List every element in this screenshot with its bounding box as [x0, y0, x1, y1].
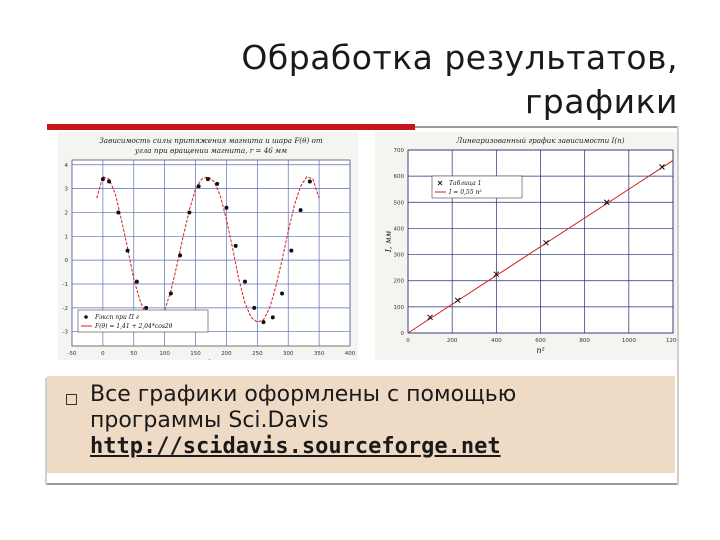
x-tick-label: 600 — [535, 338, 546, 344]
x-tick-label: 100 — [159, 351, 170, 357]
slide-title: Обработка результатов, графики — [118, 36, 678, 124]
data-point — [107, 179, 112, 184]
data-point — [659, 164, 665, 170]
bullet-text: Все графики оформлены с помощью программ… — [90, 382, 660, 460]
data-point — [196, 184, 201, 189]
content-frame-bottom — [47, 483, 677, 485]
title-accent-bar — [47, 124, 415, 130]
data-point — [242, 279, 247, 284]
data-point — [178, 253, 183, 258]
data-point — [100, 177, 105, 182]
force-angle-chart: Зависимость силы притяжения магнита и ша… — [58, 132, 358, 360]
data-point — [289, 248, 294, 253]
x-tick-label: 1000 — [622, 338, 636, 344]
x-tick-label: 200 — [447, 338, 458, 344]
x-tick-label: 50 — [130, 351, 137, 357]
x-tick-label: 400 — [491, 338, 502, 344]
y-tick-label: -2 — [63, 306, 68, 312]
x-tick-label: 800 — [579, 338, 590, 344]
x-tick-label: 0 — [101, 351, 105, 357]
data-point — [215, 181, 220, 186]
x-tick-label: 400 — [345, 351, 356, 357]
slide-title-line-1: Обработка результатов, — [241, 38, 678, 77]
y-tick-label: -3 — [63, 330, 69, 336]
y-tick-label: 200 — [394, 279, 405, 285]
x-tick-label: 0 — [406, 338, 410, 344]
y-tick-label: 400 — [394, 226, 405, 232]
y-tick-label: 500 — [394, 200, 405, 206]
data-point — [454, 297, 461, 304]
x-tick-label: -50 — [68, 351, 77, 357]
legend-entry: Fэксп при Π г — [94, 314, 139, 321]
x-tick-label: 150 — [190, 351, 201, 357]
data-point — [224, 205, 229, 210]
scidavis-link[interactable]: http://scidavis.sourceforge.net — [90, 434, 501, 459]
data-point — [603, 199, 610, 206]
fit-curve — [96, 176, 320, 323]
data-point — [187, 210, 192, 215]
data-point — [233, 243, 238, 248]
data-point — [427, 314, 433, 321]
y-tick-label: 300 — [394, 253, 405, 259]
data-point — [493, 271, 500, 278]
data-point — [205, 177, 210, 182]
title-divider — [415, 126, 677, 128]
legend-box — [431, 175, 523, 199]
y-tick-label: -1 — [63, 282, 68, 288]
x-tick-label: 300 — [283, 351, 294, 357]
x-tick-label: 200 — [221, 351, 232, 357]
fit-line — [407, 160, 674, 334]
bullet-line-2: программы Sci.Davis — [90, 408, 329, 433]
x-tick-label: 350 — [314, 351, 325, 357]
data-point — [280, 291, 285, 296]
data-point — [144, 305, 149, 310]
content-frame-left — [45, 378, 47, 485]
data-point — [168, 291, 173, 296]
legend-marker — [84, 315, 88, 319]
slide-title-line-2: графики — [524, 82, 678, 121]
y-tick-label: 700 — [394, 148, 405, 154]
data-point — [543, 239, 549, 246]
chart-title-line: угла при вращении магнита, r = 46 мм — [134, 146, 287, 155]
legend-entry: F(θ) = 1,41 + 2,04*cos2θ — [94, 323, 173, 330]
x-tick-label: 250 — [252, 351, 263, 357]
y-tick-label: 2 — [65, 210, 69, 216]
data-point — [261, 320, 266, 325]
data-point — [252, 305, 257, 310]
legend-entry: I = 0,55 n² — [448, 189, 482, 196]
hollow-square-bullet-icon — [66, 394, 77, 405]
x-axis-label: θ° — [207, 359, 216, 360]
legend-marker — [437, 180, 443, 186]
y-tick-label: 1 — [65, 234, 69, 240]
y-axis-label: I, мм — [384, 230, 393, 253]
data-point — [125, 248, 130, 253]
data-point — [298, 208, 303, 213]
y-tick-label: 3 — [65, 187, 69, 193]
y-tick-label: 100 — [394, 305, 405, 311]
data-point — [116, 210, 121, 215]
data-point — [307, 179, 312, 184]
y-tick-label: 0 — [65, 258, 69, 264]
legend-box — [77, 309, 209, 333]
y-tick-label: 4 — [65, 163, 69, 169]
chart-title-line: Зависимость силы притяжения магнита и ша… — [99, 136, 323, 145]
legend-entry: Таблица 1 — [449, 180, 481, 187]
data-point — [134, 279, 139, 284]
y-tick-label: 0 — [401, 331, 405, 337]
content-frame-right — [677, 126, 679, 485]
linearized-chart: Линеаризованный график зависимости I(n) 0… — [375, 132, 677, 360]
bullet-line-1: Все графики оформлены с помощью — [90, 382, 517, 407]
bullet-panel: Все графики оформлены с помощью программ… — [47, 376, 675, 473]
x-axis-label: n² — [536, 346, 544, 355]
chart-title-line: Линеаризованный график зависимости I(n) — [455, 136, 624, 145]
data-point — [270, 315, 275, 320]
y-tick-label: 600 — [394, 174, 405, 180]
